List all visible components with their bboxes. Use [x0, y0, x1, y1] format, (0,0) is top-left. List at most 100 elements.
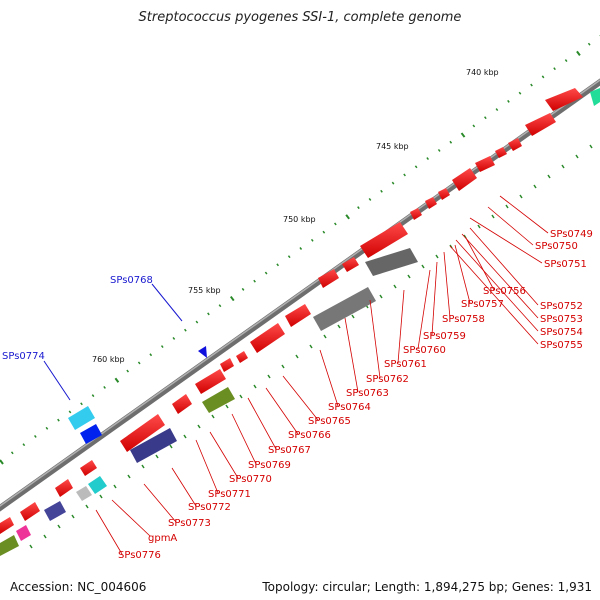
ruler-tick	[253, 279, 256, 283]
cds-arrow[interactable]	[452, 168, 477, 191]
cds-arrow[interactable]	[318, 269, 339, 288]
tick-label: 750 kbp	[283, 215, 316, 224]
cds-arrow[interactable]	[410, 208, 422, 220]
gene-label[interactable]: SPs0767	[268, 445, 311, 456]
cds-arrow-blue[interactable]	[198, 346, 207, 358]
feature-box-gray[interactable]	[365, 248, 418, 276]
ruler-tick	[380, 189, 383, 193]
ruler-tick	[368, 198, 372, 201]
ruler-tick	[149, 353, 153, 357]
feature-box-teal[interactable]	[88, 476, 107, 494]
ruler-tick	[449, 140, 453, 144]
ruler-tick	[195, 320, 199, 324]
secondary-features[interactable]	[0, 248, 418, 556]
gene-label[interactable]: SPs0763	[346, 388, 389, 399]
gene-label[interactable]: SPs0771	[208, 489, 251, 500]
feature-box-cyan[interactable]	[68, 406, 95, 430]
ruler-tick	[322, 230, 326, 234]
cds-arrow[interactable]	[120, 414, 165, 452]
feature-box-blue[interactable]	[80, 424, 102, 444]
ruler-tick	[10, 451, 14, 455]
cds-arrow[interactable]	[220, 358, 234, 372]
cds-arrow[interactable]	[590, 88, 600, 106]
gene-label[interactable]: SPs0754	[540, 327, 583, 338]
leader-line	[143, 483, 177, 523]
leader-line	[443, 251, 451, 319]
gene-label[interactable]: SPs0773	[168, 518, 211, 529]
leader-line	[455, 239, 539, 332]
gene-label[interactable]: SPs0770	[229, 474, 272, 485]
inner-tick	[281, 364, 285, 369]
gene-label[interactable]: SPs0768	[110, 275, 153, 286]
cds-features[interactable]	[0, 88, 600, 534]
inner-gene-labels[interactable]: SPs0749 SPs0750 SPs0751 SPs0752 SPs0753 …	[118, 229, 593, 561]
inner-tick	[85, 504, 89, 509]
gene-label[interactable]: SPs0757	[461, 299, 504, 310]
cds-arrow[interactable]	[545, 88, 583, 111]
cds-arrow[interactable]	[20, 502, 40, 521]
cds-arrow[interactable]	[250, 323, 285, 353]
cds-arrow[interactable]	[438, 188, 450, 200]
gene-label[interactable]: SPs0759	[423, 331, 466, 342]
feature-box-navy[interactable]	[130, 428, 177, 463]
inner-tick	[43, 534, 47, 539]
ruler-tick	[437, 148, 441, 152]
leader-line	[397, 289, 405, 364]
gene-label[interactable]: SPs0776	[118, 550, 161, 561]
cds-arrow[interactable]	[285, 304, 311, 327]
inner-tick	[225, 404, 229, 409]
feature-box-navy[interactable]	[44, 501, 66, 521]
cds-arrow[interactable]	[525, 113, 556, 136]
gene-label[interactable]: SPs0753	[540, 314, 583, 325]
gene-label[interactable]: SPs0769	[248, 460, 291, 471]
gene-label[interactable]: SPs0760	[403, 345, 446, 356]
gene-label[interactable]: gpmA	[148, 533, 177, 544]
ruler-tick	[207, 312, 210, 316]
inner-tick	[183, 434, 187, 439]
cds-arrow[interactable]	[475, 156, 495, 172]
gene-label[interactable]: SPs0774	[2, 351, 45, 362]
gene-label[interactable]: SPs0751	[544, 259, 587, 270]
cds-arrow[interactable]	[342, 257, 359, 272]
gene-label[interactable]: SPs0749	[550, 229, 593, 240]
outer-labels[interactable]: SPs0768 SPs0774	[2, 275, 183, 401]
gene-label[interactable]: SPs0755	[540, 340, 583, 351]
gene-label[interactable]: SPs0764	[328, 402, 371, 413]
gene-label[interactable]: SPs0766	[288, 430, 331, 441]
gene-label[interactable]: SPs0772	[188, 502, 231, 513]
feature-box-gray[interactable]	[313, 287, 376, 331]
ruler-tick	[576, 50, 581, 56]
cds-arrow[interactable]	[425, 197, 437, 209]
gene-label[interactable]: SPs0752	[540, 301, 583, 312]
gene-label[interactable]: SPs0758	[442, 314, 485, 325]
feature-box-olive[interactable]	[202, 387, 235, 413]
cds-arrow[interactable]	[195, 369, 226, 394]
feature-box-pink[interactable]	[16, 525, 31, 541]
gene-label[interactable]: SPs0762	[366, 374, 409, 385]
gene-label[interactable]: SPs0765	[308, 416, 351, 427]
inner-tick	[267, 374, 271, 379]
cds-arrow[interactable]	[80, 460, 97, 476]
ruler-tick	[137, 361, 141, 365]
leader-line	[195, 439, 219, 494]
cds-arrow[interactable]	[495, 147, 507, 158]
ruler-tick	[103, 385, 106, 389]
cds-arrow[interactable]	[360, 222, 408, 258]
feature-box-lightgray[interactable]	[76, 486, 92, 501]
inner-tick	[141, 464, 145, 469]
cds-arrow[interactable]	[55, 479, 73, 497]
inner-tick-marks	[29, 144, 593, 549]
gene-label[interactable]: SPs0756	[483, 286, 526, 297]
leader-line	[231, 413, 257, 465]
cds-arrow[interactable]	[172, 394, 192, 414]
gene-label[interactable]: SPs0750	[535, 241, 578, 252]
leader-line	[461, 233, 539, 319]
gene-label[interactable]: SPs0761	[384, 359, 427, 370]
cds-arrow[interactable]	[0, 517, 14, 534]
inner-tick	[491, 214, 495, 219]
cds-arrow[interactable]	[508, 138, 522, 151]
cds-arrow[interactable]	[236, 351, 248, 363]
accession-text: Accession: NC_004606	[10, 580, 147, 594]
feature-box-olive[interactable]	[0, 535, 19, 556]
